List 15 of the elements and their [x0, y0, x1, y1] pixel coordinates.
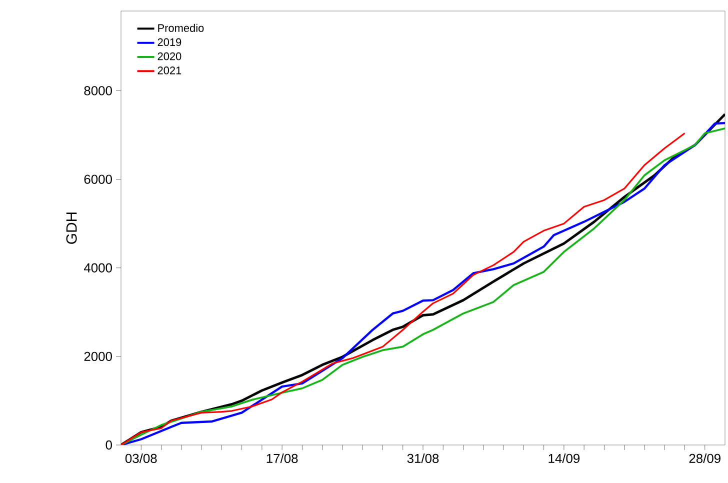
y-tick-label: 4000	[84, 263, 112, 272]
y-tick-label: 8000	[84, 86, 112, 96]
y-tick-label: 6000	[84, 174, 112, 184]
y-axis-title: GDH	[66, 212, 77, 244]
legend-label: 2021	[158, 66, 182, 74]
x-tick-label: 31/08	[407, 454, 439, 464]
x-tick-label: 28/09	[689, 454, 720, 464]
y-tick-label: 2000	[84, 352, 112, 362]
x-tick-label: 17/08	[266, 454, 298, 464]
legend-label: 2019	[158, 38, 182, 46]
y-tick-label: 0	[106, 440, 112, 450]
x-tick-label: 03/08	[125, 454, 157, 464]
x-tick-label: 14/09	[548, 454, 580, 464]
legend-label: Promedio	[158, 24, 204, 32]
legend-label: 2020	[158, 52, 182, 60]
